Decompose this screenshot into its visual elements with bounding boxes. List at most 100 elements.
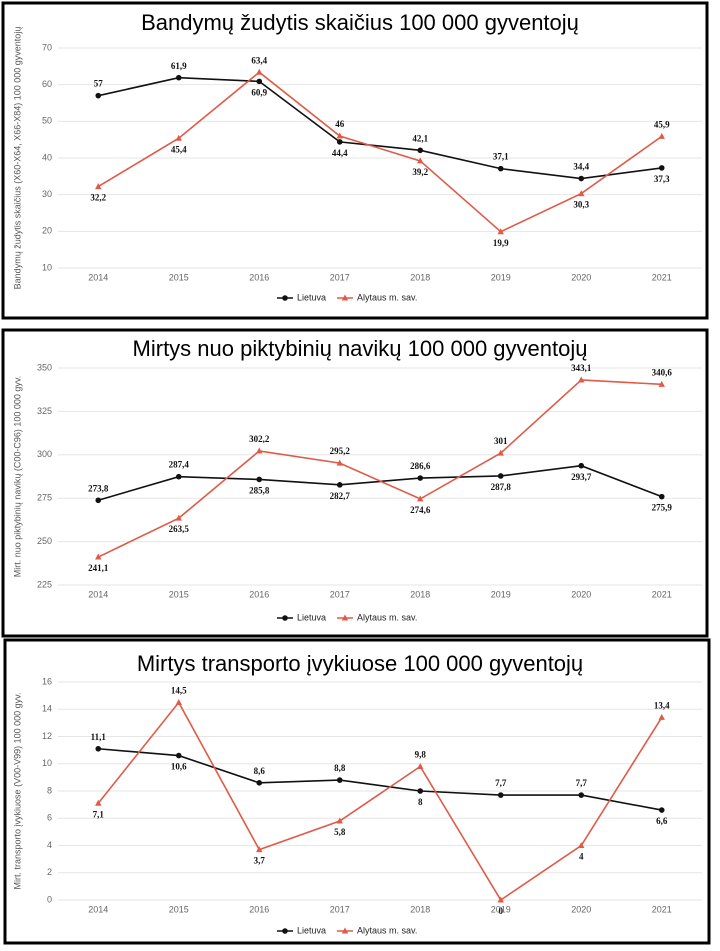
data-label: 9,8	[415, 750, 427, 760]
data-label: 287,4	[169, 460, 190, 470]
data-label: 32,2	[90, 193, 106, 203]
data-label: 340,6	[652, 367, 673, 377]
point	[658, 380, 665, 387]
legend-marker	[341, 294, 349, 301]
point	[336, 132, 343, 139]
point	[658, 165, 665, 171]
y-tick-label: 250	[37, 536, 52, 546]
point	[256, 846, 263, 853]
data-label: 13,4	[654, 700, 670, 710]
data-label: 7,1	[93, 809, 105, 819]
point	[175, 752, 182, 759]
point	[95, 799, 102, 806]
point	[256, 447, 263, 454]
chart-title: Mirtys transporto įvykiuose 100 000 gyve…	[137, 651, 583, 676]
data-label: 34,4	[573, 162, 589, 172]
point	[175, 473, 182, 480]
y-tick-label: 50	[42, 116, 52, 126]
data-label: 275,9	[652, 503, 673, 513]
point	[658, 493, 665, 500]
chart-title: Mirtys nuo piktybinių navikų 100 000 gyv…	[133, 336, 588, 361]
x-tick-label: 2020	[571, 904, 591, 914]
x-tick-label: 2018	[410, 904, 430, 914]
point	[658, 807, 665, 813]
y-tick-label: 275	[37, 493, 52, 503]
x-tick-label: 2021	[652, 589, 672, 599]
point	[336, 139, 343, 145]
series-line	[98, 76, 662, 180]
y-tick-label: 2	[47, 867, 52, 877]
point	[256, 780, 263, 786]
point	[497, 896, 504, 903]
data-label: 273,8	[88, 483, 109, 493]
data-label: 286,6	[410, 461, 431, 471]
x-tick-label: 2016	[249, 589, 269, 599]
point	[417, 762, 424, 769]
data-label: 39,2	[412, 167, 428, 177]
x-tick-label: 2016	[249, 904, 269, 914]
y-tick-label: 4	[47, 840, 52, 850]
x-tick-label: 2017	[330, 589, 350, 599]
data-label: 45,4	[171, 144, 187, 154]
data-label: 11,1	[91, 732, 107, 742]
x-tick-label: 2017	[330, 272, 350, 282]
y-tick-label: 40	[42, 152, 52, 162]
legend-label: Lietuva	[297, 925, 326, 935]
point	[497, 792, 504, 798]
data-label: 302,2	[249, 434, 270, 444]
point	[175, 514, 182, 521]
data-label: 8,8	[334, 763, 346, 773]
data-label: 46	[335, 119, 345, 129]
data-label: 44,4	[332, 148, 348, 158]
legend-label: Alytaus m. sav.	[357, 292, 417, 302]
y-tick-label: 30	[42, 189, 52, 199]
x-tick-label: 2014	[88, 272, 108, 282]
data-label: 295,2	[330, 446, 351, 456]
data-label: 57	[94, 79, 104, 89]
x-tick-label: 2016	[249, 272, 269, 282]
data-label: 241,1	[88, 563, 109, 573]
legend-marker	[282, 928, 288, 934]
data-label: 6,6	[656, 816, 668, 826]
point	[578, 462, 585, 469]
point	[658, 713, 665, 720]
x-tick-label: 2018	[410, 272, 430, 282]
point	[578, 190, 585, 197]
y-tick-label: 8	[47, 785, 52, 795]
y-tick-label: 6	[47, 813, 52, 823]
y-axis-label: Mirt. nuo piktybinių navikų (C00-C96) 10…	[12, 376, 22, 577]
point	[336, 459, 343, 466]
legend-marker	[341, 927, 349, 934]
series-line	[97, 71, 663, 233]
data-label: 8	[418, 797, 423, 807]
point	[497, 228, 504, 235]
data-label: 19,9	[493, 238, 509, 248]
data-label: 45,9	[654, 119, 670, 129]
y-tick-label: 10	[42, 758, 52, 768]
point	[578, 175, 585, 182]
x-tick-label: 2021	[652, 904, 672, 914]
y-tick-label: 12	[42, 731, 52, 741]
point	[578, 842, 585, 848]
point	[417, 147, 424, 154]
x-tick-label: 2017	[330, 904, 350, 914]
point	[95, 497, 102, 504]
data-label: 263,5	[169, 524, 190, 534]
y-tick-label: 225	[37, 579, 52, 589]
panel-frame	[1, 1, 709, 320]
data-label: 285,8	[249, 486, 270, 496]
data-label: 0	[499, 906, 504, 916]
x-tick-label: 2020	[571, 589, 591, 599]
legend-marker	[282, 295, 288, 301]
data-label: 3,7	[254, 856, 266, 866]
point	[497, 165, 504, 172]
point	[417, 475, 424, 481]
point	[417, 495, 424, 502]
point	[175, 74, 182, 81]
point	[578, 792, 585, 798]
x-tick-label: 2018	[410, 589, 430, 599]
chart-title: Bandymų žudytis skaičius 100 000 gyvento…	[141, 10, 579, 35]
point	[95, 553, 102, 560]
point	[497, 473, 504, 479]
y-axis-label: Bandymų žudytis skaičius (X60-X64, X66-X…	[12, 27, 22, 290]
